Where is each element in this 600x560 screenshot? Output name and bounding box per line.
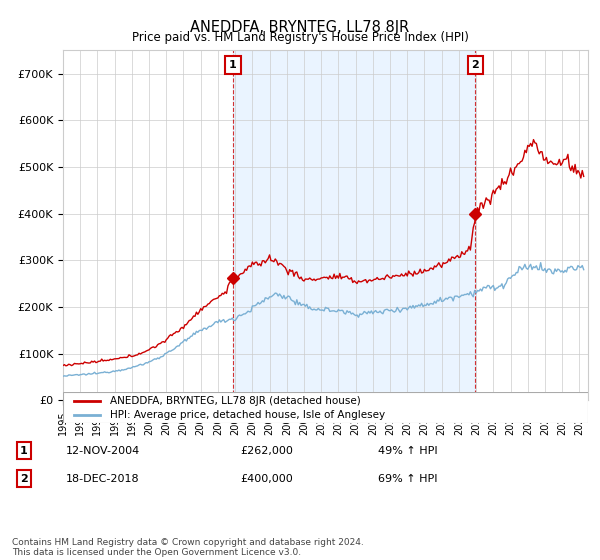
Text: 1: 1	[229, 60, 237, 70]
Text: Contains HM Land Registry data © Crown copyright and database right 2024.
This d: Contains HM Land Registry data © Crown c…	[12, 538, 364, 557]
Text: 69% ↑ HPI: 69% ↑ HPI	[378, 474, 437, 484]
Text: 18-DEC-2018: 18-DEC-2018	[66, 474, 140, 484]
Text: 12-NOV-2004: 12-NOV-2004	[66, 446, 140, 456]
Text: 2: 2	[472, 60, 479, 70]
Bar	[233, 50, 475, 400]
Text: £262,000: £262,000	[240, 446, 293, 456]
Text: 2: 2	[20, 474, 28, 484]
FancyBboxPatch shape	[63, 392, 588, 423]
Text: 1: 1	[20, 446, 28, 456]
Text: Price paid vs. HM Land Registry's House Price Index (HPI): Price paid vs. HM Land Registry's House …	[131, 31, 469, 44]
Text: 49% ↑ HPI: 49% ↑ HPI	[378, 446, 437, 456]
Text: £400,000: £400,000	[240, 474, 293, 484]
Text: ANEDDFA, BRYNTEG, LL78 8JR (detached house): ANEDDFA, BRYNTEG, LL78 8JR (detached hou…	[110, 395, 361, 405]
Text: HPI: Average price, detached house, Isle of Anglesey: HPI: Average price, detached house, Isle…	[110, 410, 385, 420]
Text: ANEDDFA, BRYNTEG, LL78 8JR: ANEDDFA, BRYNTEG, LL78 8JR	[190, 20, 410, 35]
